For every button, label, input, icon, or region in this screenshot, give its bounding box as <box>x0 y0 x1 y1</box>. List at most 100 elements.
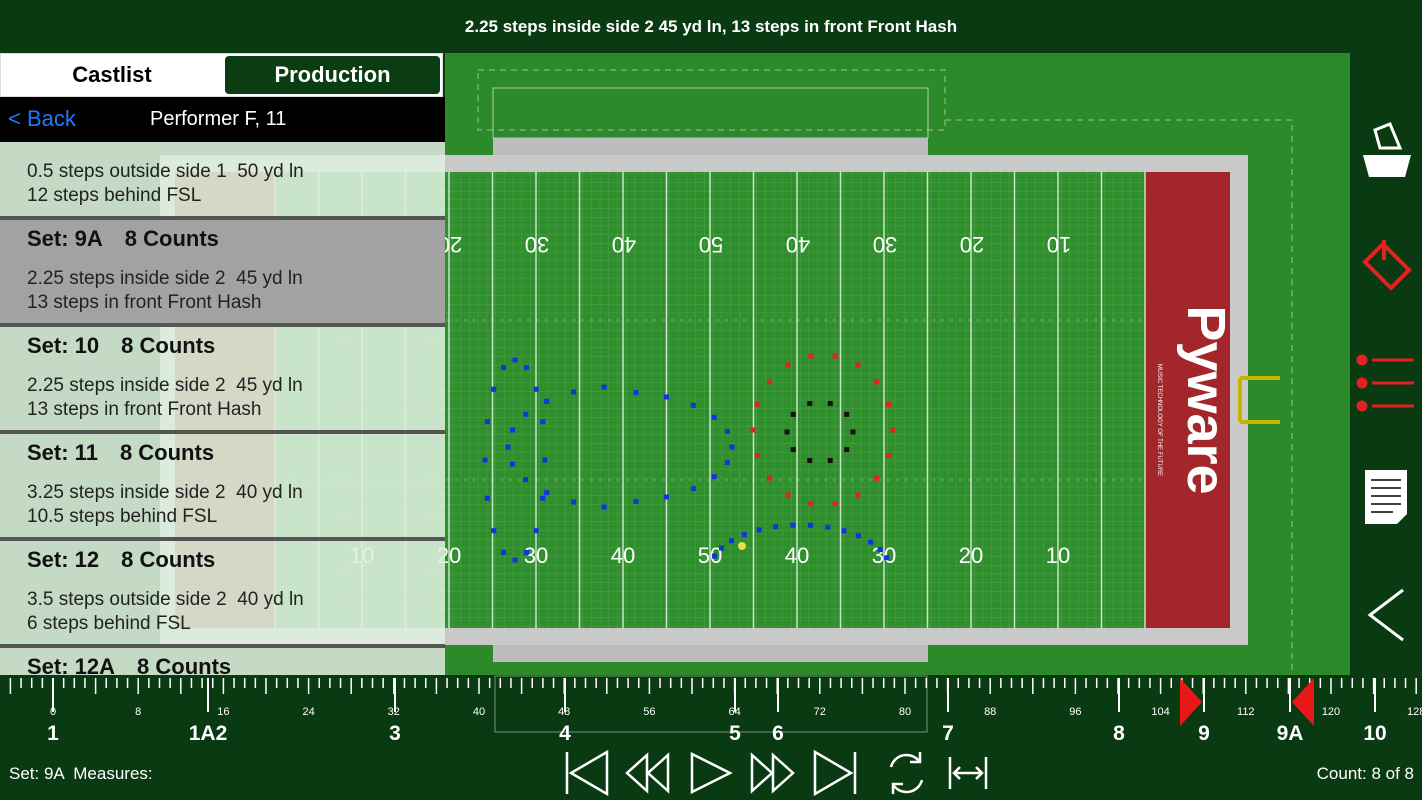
tool-list[interactable] <box>1356 354 1414 412</box>
performer-dot <box>741 532 747 538</box>
count-label: 112 <box>1237 706 1255 718</box>
set-name: Set: 12 <box>27 547 100 572</box>
set-info: Set: 9A Measures: <box>9 764 153 783</box>
collapse-button[interactable] <box>1367 588 1404 642</box>
yard-number: 20 <box>960 232 984 257</box>
count-label: 96 <box>1069 706 1081 718</box>
count-label: 104 <box>1151 706 1169 718</box>
set-name: Set: 10 <box>27 333 100 358</box>
set-position: 3.25 steps inside side 2 40 yd ln <box>27 482 303 503</box>
set-label: 6 <box>772 722 784 745</box>
yard-number: 20 <box>959 543 983 568</box>
performer-dot <box>484 419 490 425</box>
count-label: 40 <box>473 706 485 718</box>
performer-dot <box>711 553 717 559</box>
set-position: 3.5 steps outside side 2 40 yd ln <box>27 589 304 610</box>
set-item[interactable]: Set: 12 8 Counts 3.5 steps outside side 2 … <box>0 541 445 648</box>
set-title: Set: 11 8 Counts <box>27 440 214 466</box>
first-button[interactable] <box>565 749 609 797</box>
performer-dot <box>868 539 874 545</box>
set-title: Set: 9 8 Counts <box>27 142 203 145</box>
forward-button[interactable] <box>750 752 795 794</box>
set-item[interactable]: Set: 9A 8 Counts 2.25 steps inside side 2 … <box>0 220 445 327</box>
set-position: 13 steps in front Front Hash <box>27 399 262 420</box>
performer-dot <box>841 528 847 534</box>
performer-dot <box>570 499 576 505</box>
performer-dot <box>633 498 639 504</box>
performer-dot <box>491 386 497 392</box>
performer-dot <box>729 538 735 544</box>
performer-dot <box>855 533 861 539</box>
count-label: 120 <box>1322 706 1340 718</box>
set-label: 3 <box>389 722 401 745</box>
performer-dot <box>533 386 539 392</box>
set-position: 0.5 steps outside side 1 50 yd ln <box>27 161 304 182</box>
performer-dot <box>544 398 550 404</box>
performer-dot <box>491 528 497 534</box>
stretch-button[interactable] <box>948 757 988 789</box>
set-position: 6 steps behind FSL <box>27 613 191 634</box>
performer-dot <box>690 486 696 492</box>
yard-number: 40 <box>611 543 635 568</box>
performer-dot <box>790 411 796 417</box>
tool-document[interactable] <box>1365 470 1407 524</box>
set-position: 2.25 steps inside side 2 45 yd ln <box>27 268 303 289</box>
set-item[interactable]: Set: 9 8 Counts 0.5 steps outside side 1 5… <box>0 142 445 220</box>
performer-dot <box>844 447 850 453</box>
yard-number: 50 <box>698 543 722 568</box>
performer-dot <box>832 353 838 359</box>
performer-dot <box>711 474 717 480</box>
performer-dot <box>886 401 892 407</box>
performer-dot <box>827 400 833 406</box>
performer-dot <box>808 353 814 359</box>
set-position: 12 steps behind FSL <box>27 185 202 206</box>
performer-dot <box>884 555 890 561</box>
tab-bar: Castlist Production <box>0 53 443 97</box>
performer-dot <box>808 501 814 507</box>
performer-dot <box>886 453 892 459</box>
tool-basket[interactable] <box>1363 122 1411 177</box>
set-label: 1 <box>47 722 59 745</box>
loop-button[interactable] <box>889 752 924 794</box>
back-button[interactable]: < Back <box>8 106 76 131</box>
performer-dot <box>482 457 488 463</box>
performer-dot <box>729 444 735 450</box>
rewind-button[interactable] <box>625 752 670 794</box>
set-counts: 8 Counts <box>124 226 219 251</box>
performer-dot <box>807 400 813 406</box>
set-item[interactable]: Set: 10 8 Counts 2.25 steps inside side 2 … <box>0 327 445 434</box>
performer-dot <box>664 494 670 500</box>
performer-dot <box>533 528 539 534</box>
nav-title: Performer F, 11 <box>150 108 287 130</box>
performer-dot <box>523 365 529 371</box>
yard-number: 40 <box>786 232 810 257</box>
play-button[interactable] <box>690 751 733 795</box>
performer-dot <box>790 447 796 453</box>
set-label: 8 <box>1113 722 1125 745</box>
performer-dot <box>540 419 546 425</box>
performer-dot <box>512 357 518 363</box>
range-start-marker <box>1180 678 1202 726</box>
performer-dot <box>510 427 516 433</box>
performer-dot <box>807 458 813 464</box>
tool-bucket[interactable] <box>1362 240 1412 291</box>
count-label: 80 <box>899 706 911 718</box>
tab[interactable]: Production <box>225 56 440 94</box>
set-title: Set: 9A 8 Counts <box>27 226 219 252</box>
set-label: 5 <box>729 722 741 745</box>
performer-dot <box>505 444 511 450</box>
set-item[interactable]: Set: 11 8 Counts 3.25 steps inside side 2 … <box>0 434 445 541</box>
performer-dot <box>542 457 548 463</box>
set-item[interactable]: Set: 12A 8 Counts <box>0 648 445 675</box>
count-label: 8 <box>135 706 141 718</box>
count-label: 88 <box>984 706 996 718</box>
set-name: Set: 9 <box>27 142 87 144</box>
performer-dot <box>766 475 772 481</box>
performer-dot <box>785 492 791 498</box>
yard-number: 10 <box>1046 543 1070 568</box>
performer-dot <box>544 490 550 496</box>
tab[interactable]: Castlist <box>3 56 221 94</box>
performer-dot <box>832 501 838 507</box>
last-button[interactable] <box>813 749 857 797</box>
